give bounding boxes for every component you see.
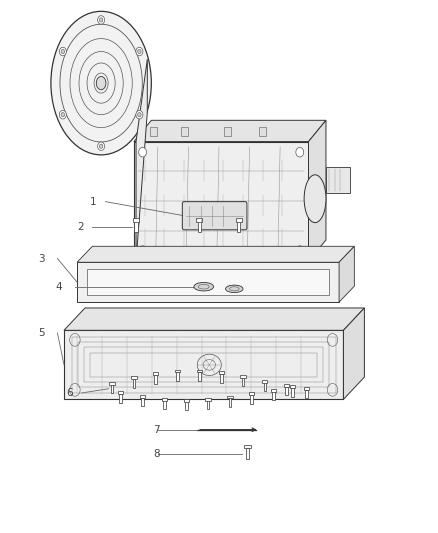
Text: 1: 1 [90, 197, 97, 207]
Ellipse shape [98, 15, 105, 24]
Ellipse shape [99, 144, 103, 148]
Ellipse shape [98, 142, 105, 150]
Bar [224, 127, 231, 136]
Bar [272, 391, 275, 400]
Bar [111, 384, 113, 393]
Ellipse shape [136, 47, 143, 56]
Bar [131, 376, 137, 379]
FancyBboxPatch shape [182, 201, 247, 230]
Bar [196, 219, 202, 222]
Bar [227, 395, 233, 399]
Ellipse shape [99, 18, 103, 22]
Bar [175, 369, 180, 373]
Bar [134, 221, 138, 232]
Text: 7: 7 [153, 425, 160, 435]
Bar [249, 392, 254, 395]
Bar [162, 398, 167, 401]
Ellipse shape [61, 112, 64, 117]
Bar [176, 372, 179, 381]
Bar [180, 127, 187, 136]
Bar [220, 374, 223, 383]
Bar [237, 221, 240, 232]
Bar [72, 337, 336, 393]
Polygon shape [339, 246, 354, 302]
Ellipse shape [136, 110, 143, 119]
Bar [184, 399, 189, 402]
Bar [240, 375, 246, 378]
Ellipse shape [296, 246, 304, 255]
Bar [259, 127, 266, 136]
Ellipse shape [139, 246, 147, 255]
Polygon shape [77, 262, 339, 302]
Ellipse shape [139, 148, 147, 157]
Bar [120, 394, 122, 403]
Ellipse shape [304, 175, 326, 223]
Polygon shape [134, 120, 326, 142]
Text: 5: 5 [38, 328, 44, 338]
Ellipse shape [138, 112, 141, 117]
Bar [163, 400, 166, 409]
Bar [242, 377, 244, 386]
Bar [285, 386, 288, 395]
Text: 6: 6 [66, 388, 73, 398]
Bar [246, 448, 249, 459]
Bar [133, 379, 135, 388]
Ellipse shape [96, 76, 106, 90]
Bar [304, 387, 309, 390]
Bar [197, 369, 202, 373]
Bar [326, 167, 350, 193]
Bar [150, 127, 157, 136]
Bar [229, 398, 231, 407]
Ellipse shape [51, 11, 151, 155]
Bar [198, 372, 201, 381]
Ellipse shape [60, 47, 66, 56]
Ellipse shape [226, 285, 243, 293]
Bar [244, 445, 251, 448]
Bar [207, 400, 209, 409]
Bar [305, 390, 307, 399]
Text: 2: 2 [77, 222, 84, 232]
Bar [291, 388, 293, 397]
Bar [153, 372, 158, 375]
Bar [140, 395, 145, 398]
Bar [90, 353, 317, 377]
Ellipse shape [296, 148, 304, 157]
Bar [110, 382, 115, 385]
Ellipse shape [61, 50, 64, 54]
Ellipse shape [60, 110, 66, 119]
Bar [262, 379, 268, 383]
Bar [198, 221, 201, 232]
Bar [284, 384, 290, 387]
Text: 3: 3 [38, 254, 44, 263]
Bar [118, 391, 124, 394]
Polygon shape [64, 308, 364, 330]
Bar [84, 348, 323, 382]
Polygon shape [136, 59, 147, 261]
Bar [78, 342, 329, 387]
Text: 8: 8 [153, 449, 160, 458]
Bar [133, 219, 139, 222]
Ellipse shape [194, 282, 214, 291]
Bar [219, 371, 224, 374]
Bar [205, 398, 211, 401]
Bar [64, 330, 343, 399]
Bar [185, 401, 187, 410]
Text: 4: 4 [55, 282, 62, 292]
Bar [264, 382, 266, 391]
Bar [290, 385, 295, 389]
Ellipse shape [138, 50, 141, 54]
Bar [271, 389, 276, 392]
Bar [87, 269, 329, 295]
Bar [141, 398, 144, 407]
Bar [154, 375, 157, 384]
Polygon shape [308, 120, 326, 261]
Bar [236, 219, 242, 222]
Bar [134, 142, 308, 261]
Bar [251, 395, 253, 404]
Polygon shape [343, 308, 364, 399]
Polygon shape [77, 246, 354, 262]
